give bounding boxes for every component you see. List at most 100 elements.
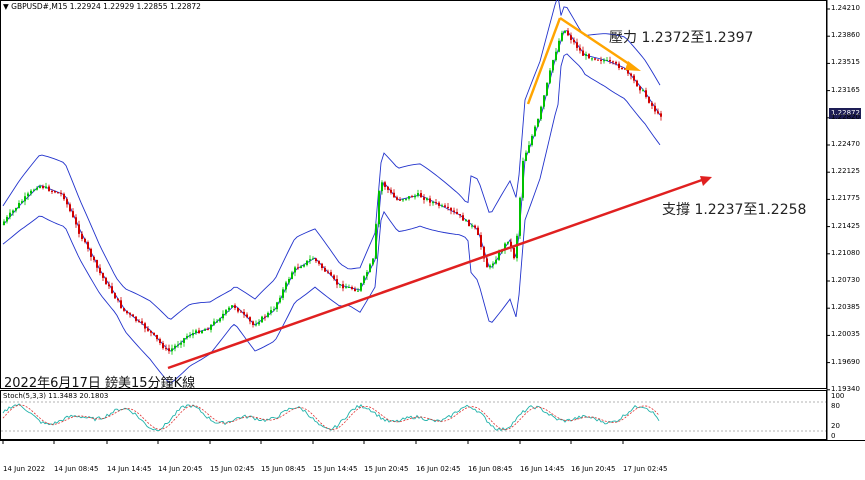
- candle-body: [279, 297, 281, 303]
- candle-body: [549, 70, 551, 83]
- candle-body: [558, 40, 560, 52]
- candle-body: [12, 210, 14, 213]
- candle-body: [315, 258, 317, 262]
- time-tick-label: 15 Jun 02:45: [210, 465, 255, 473]
- candle-body: [42, 185, 44, 189]
- price-tick-label: 1.23515: [831, 58, 860, 67]
- candle-body: [27, 193, 29, 197]
- candle-body: [468, 219, 470, 227]
- candle-body: [435, 202, 437, 204]
- candle-body: [177, 344, 179, 346]
- price-tick-label: 1.22125: [831, 167, 860, 176]
- candle-body: [462, 215, 464, 221]
- candle-body: [561, 32, 563, 41]
- candle-body: [360, 282, 362, 291]
- dropdown-arrow-icon[interactable]: ▼: [3, 2, 9, 11]
- candle-body: [180, 342, 182, 345]
- candle-body: [195, 330, 197, 334]
- candle-body: [507, 241, 509, 244]
- candle-body: [240, 311, 242, 313]
- candle-body: [231, 305, 233, 308]
- candle-body: [87, 242, 89, 249]
- candle-body: [354, 289, 356, 292]
- time-tick-label: 16 Jun 02:45: [416, 465, 461, 473]
- bollinger-upper: [2, 0, 661, 320]
- candle-body: [639, 86, 641, 91]
- candle-body: [438, 202, 440, 206]
- candle-body: [321, 263, 323, 268]
- candle-body: [453, 210, 455, 212]
- candle-body: [249, 317, 251, 322]
- candle-body: [480, 235, 482, 247]
- candle-body: [546, 82, 548, 96]
- oscillator-level-label: 100: [831, 392, 845, 400]
- candle-body: [498, 252, 500, 260]
- candle-body: [408, 196, 410, 199]
- candle-body: [615, 62, 617, 64]
- candle-body: [327, 271, 329, 273]
- price-tick-label: 1.23165: [831, 85, 860, 94]
- candle-body: [318, 261, 320, 264]
- candle-body: [168, 348, 170, 352]
- candle-body: [606, 59, 608, 61]
- candle-body: [36, 187, 38, 190]
- candle-body: [429, 198, 431, 203]
- candle-body: [45, 186, 47, 189]
- candle-body: [150, 330, 152, 333]
- candle-body: [78, 224, 80, 234]
- time-tick-label: 15 Jun 20:45: [364, 465, 409, 473]
- candle-body: [447, 206, 449, 209]
- candle-body: [594, 58, 596, 60]
- current-price-badge: 1.22872: [829, 108, 861, 119]
- bollinger-middle: [2, 30, 661, 352]
- candle-body: [264, 316, 266, 318]
- candle-body: [252, 321, 254, 325]
- candle-body: [366, 272, 368, 277]
- candle-body: [621, 68, 623, 70]
- candle-body: [486, 258, 488, 268]
- candle-body: [66, 199, 68, 205]
- candle-body: [153, 332, 155, 335]
- candle-body: [420, 193, 422, 198]
- candle-body: [450, 208, 452, 211]
- axis-ticks: [2, 8, 830, 444]
- oscillator-level-label: 20: [831, 422, 840, 430]
- candle-body: [54, 191, 56, 193]
- candle-body: [288, 278, 290, 283]
- candle-body: [516, 235, 518, 259]
- candle-body: [384, 182, 386, 187]
- price-tick-label: 1.21080: [831, 248, 860, 257]
- stochastic-oscillator: [1, 401, 826, 432]
- candle-body: [324, 267, 326, 272]
- candle-body: [51, 190, 53, 192]
- candle-body: [222, 313, 224, 319]
- time-tick-label: 16 Jun 20:45: [571, 465, 616, 473]
- candle-body: [588, 54, 590, 59]
- candle-body: [120, 300, 122, 309]
- candle-body: [579, 47, 581, 51]
- candle-body: [285, 282, 287, 290]
- candle-body: [405, 198, 407, 200]
- time-tick-label: 16 Jun 14:45: [520, 465, 565, 473]
- candle-body: [312, 258, 314, 260]
- candle-body: [261, 316, 263, 323]
- candle-body: [342, 284, 344, 289]
- candle-body: [102, 273, 104, 278]
- candle-body: [297, 267, 299, 269]
- price-tick-label: 1.21775: [831, 194, 860, 203]
- candle-body: [441, 205, 443, 207]
- candle-body: [495, 259, 497, 264]
- resistance-trend-line: [559, 16, 633, 68]
- candle-body: [534, 126, 536, 136]
- candle-body: [75, 217, 77, 225]
- candle-body: [597, 59, 599, 61]
- candle-body: [339, 284, 341, 286]
- price-tick-label: 1.19340: [831, 384, 860, 393]
- candle-body: [414, 195, 416, 198]
- candle-body: [369, 264, 371, 273]
- candle-body: [105, 277, 107, 285]
- candle-body: [444, 205, 446, 207]
- candle-body: [183, 338, 185, 343]
